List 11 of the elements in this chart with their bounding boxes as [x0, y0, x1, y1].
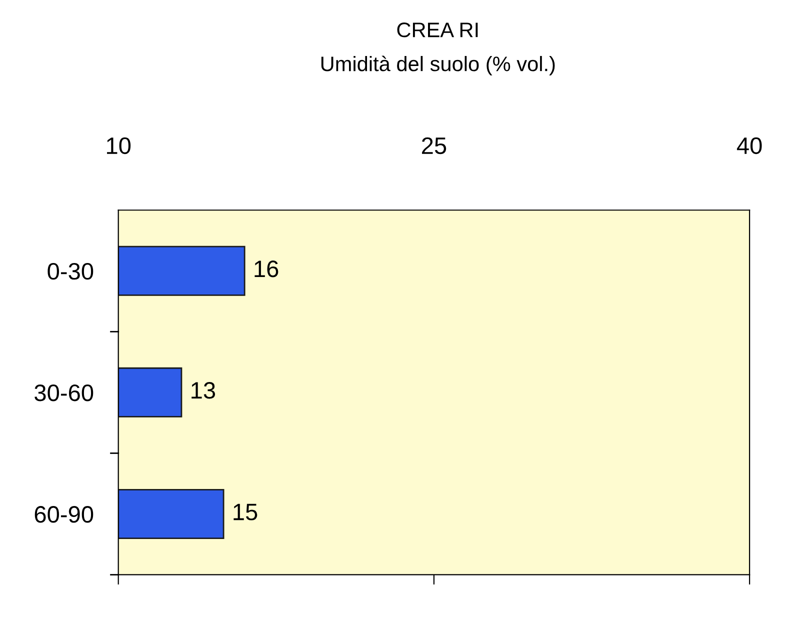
y-tick-label: 30-60 [34, 384, 94, 402]
data-label: 15 [234, 504, 258, 520]
data-label: 16 [254, 260, 278, 278]
y-tick-label: 60-90 [34, 506, 94, 523]
x-tick-label: 10 [107, 137, 131, 154]
x-tick-label: 25 [422, 137, 446, 154]
x-tick-label: 40 [736, 137, 762, 154]
data-label: 13 [192, 382, 216, 399]
chart-subtitle: Umidità del suolo (% vol.) [321, 56, 555, 76]
y-tick-label: 0-30 [48, 262, 94, 280]
chart-title: CREA RI [397, 22, 478, 38]
